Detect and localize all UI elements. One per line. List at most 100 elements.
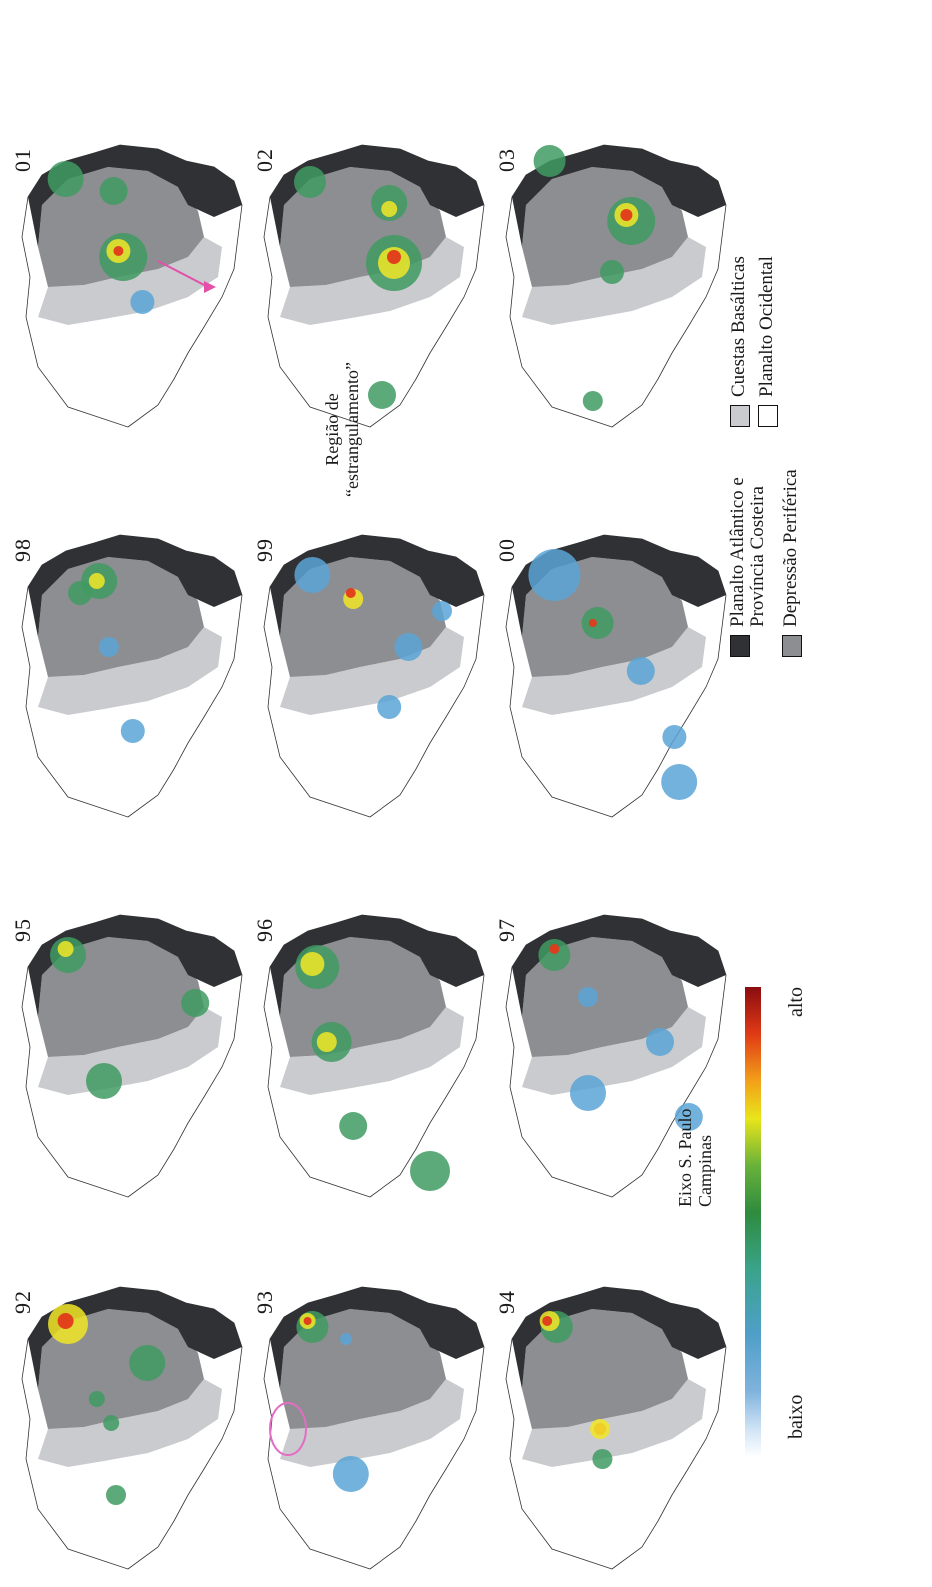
density-hotspot-green — [129, 1345, 166, 1381]
map-panel-01: 01 — [8, 137, 248, 437]
legend-swatch — [730, 635, 750, 657]
density-hotspot-green — [103, 1415, 120, 1431]
map-panel-95: 95 — [8, 907, 248, 1207]
axis-arrowhead — [204, 281, 216, 293]
state-map — [263, 144, 485, 428]
region-cuestas-basalticas — [38, 237, 222, 325]
density-hotspot-blue — [332, 1456, 369, 1492]
density-hotspot-green — [592, 1449, 613, 1469]
axis-annotation-line1: Eixo S. Paulo — [675, 1108, 695, 1207]
legend-swatch — [730, 405, 750, 427]
region-depressao-periferica — [38, 167, 204, 287]
region-cuestas-basalticas — [38, 1007, 222, 1095]
region-cuestas-basalticas — [280, 237, 464, 325]
region-planalto-atlantico — [270, 915, 484, 1017]
year-label: 93 — [252, 1290, 277, 1314]
year-label: 95 — [10, 918, 35, 942]
density-hotspot-blue — [528, 549, 581, 601]
legend-swatch — [758, 405, 778, 427]
region-planalto-atlantico — [28, 535, 242, 637]
density-hotspot-green — [533, 145, 566, 177]
region-annotation-line2: “estrangulamento” — [342, 362, 362, 497]
legend-label: Planalto Atlântico e Província Costeira — [727, 477, 768, 627]
legend-swatch — [782, 635, 802, 657]
map-panel-02: 02 — [250, 137, 490, 437]
state-map — [21, 534, 243, 818]
density-hotspot-red — [113, 246, 124, 256]
map-panel-92: 92 — [8, 1279, 248, 1579]
axis-annotation-line2: Campinas — [695, 1135, 715, 1207]
density-hotspot-green — [47, 161, 84, 197]
density-hotspot-green — [582, 391, 603, 411]
region-planalto-atlantico — [512, 145, 726, 247]
map-panel-98: 98 — [8, 527, 248, 827]
density-hotspot-red — [303, 1317, 312, 1325]
colorbar-gradient — [745, 987, 761, 1457]
map-panel-94: 94 — [492, 1279, 732, 1579]
state-map — [505, 914, 727, 1198]
density-hotspot-green — [600, 260, 624, 284]
density-hotspot-blue — [570, 1075, 606, 1111]
density-hotspot-green — [106, 1485, 126, 1505]
legend-label-line1: Planalto Atlântico e — [727, 477, 748, 627]
year-label: 01 — [10, 148, 35, 172]
region-cuestas-basalticas — [280, 1007, 464, 1095]
legend-label: Cuestas Basálticas — [728, 256, 749, 397]
density-hotspot-green — [339, 1112, 368, 1140]
density-hotspot-blue — [578, 987, 598, 1007]
year-label: 99 — [252, 538, 277, 562]
highlight-ellipse — [269, 1402, 307, 1456]
year-label: 02 — [252, 148, 277, 172]
year-label: 94 — [494, 1290, 519, 1314]
year-label: 96 — [252, 918, 277, 942]
density-hotspot-green — [538, 939, 571, 971]
region-cuestas-basalticas — [280, 1379, 464, 1467]
region-depressao-periferica — [522, 167, 688, 287]
state-map — [263, 534, 485, 818]
density-hotspot-yellow — [590, 1419, 610, 1439]
density-hotspot-red — [387, 250, 401, 264]
axis-arrow — [157, 260, 209, 288]
region-planalto-atlantico — [28, 145, 242, 247]
density-hotspot-blue — [662, 725, 687, 749]
density-hotspot-green — [294, 166, 326, 198]
region-planalto-atlantico — [512, 915, 726, 1017]
density-hotspot-red — [620, 209, 633, 221]
map-panel-00: 00 — [492, 527, 732, 827]
density-hotspot-blue — [646, 1028, 674, 1056]
state-map — [263, 914, 485, 1198]
state-map — [505, 1286, 727, 1570]
region-cuestas-basalticas — [522, 627, 706, 715]
colorbar-low-label: baixo — [785, 1394, 807, 1439]
density-hotspot-green — [68, 581, 92, 605]
density-hotspot-red — [345, 588, 356, 598]
region-planalto-atlantico — [28, 915, 242, 1017]
year-label: 92 — [10, 1290, 35, 1314]
year-label: 00 — [494, 538, 519, 562]
region-cuestas-basalticas — [38, 627, 222, 715]
colorbar: baixo alto — [745, 977, 855, 1457]
density-hotspot-green — [368, 381, 396, 409]
density-hotspot-red — [542, 1316, 553, 1326]
density-hotspot-blue — [626, 657, 655, 685]
map-panel-96: 96 — [250, 907, 490, 1207]
density-hotspot-green — [410, 1151, 450, 1191]
density-hotspot-red — [588, 619, 597, 627]
legend-label-line2: Província Costeira — [747, 486, 768, 627]
region-cuestas-basalticas — [522, 1379, 706, 1467]
density-hotspot-green — [581, 607, 614, 639]
legend-label: Planalto Ocidental — [756, 256, 777, 397]
density-hotspot-green — [88, 1391, 105, 1407]
region-planalto-atlantico — [512, 1287, 726, 1389]
year-label: 03 — [494, 148, 519, 172]
density-hotspot-red — [549, 944, 560, 954]
map-panel-03: 03 — [492, 137, 732, 437]
density-hotspot-blue — [294, 557, 331, 593]
region-planalto-atlantico — [270, 1287, 484, 1389]
state-map — [505, 144, 727, 428]
axis-annotation: Eixo S. Paulo Campinas — [675, 1108, 715, 1207]
state-map — [21, 1286, 243, 1570]
region-annotation: Região de “estrangulamento” — [322, 362, 362, 497]
